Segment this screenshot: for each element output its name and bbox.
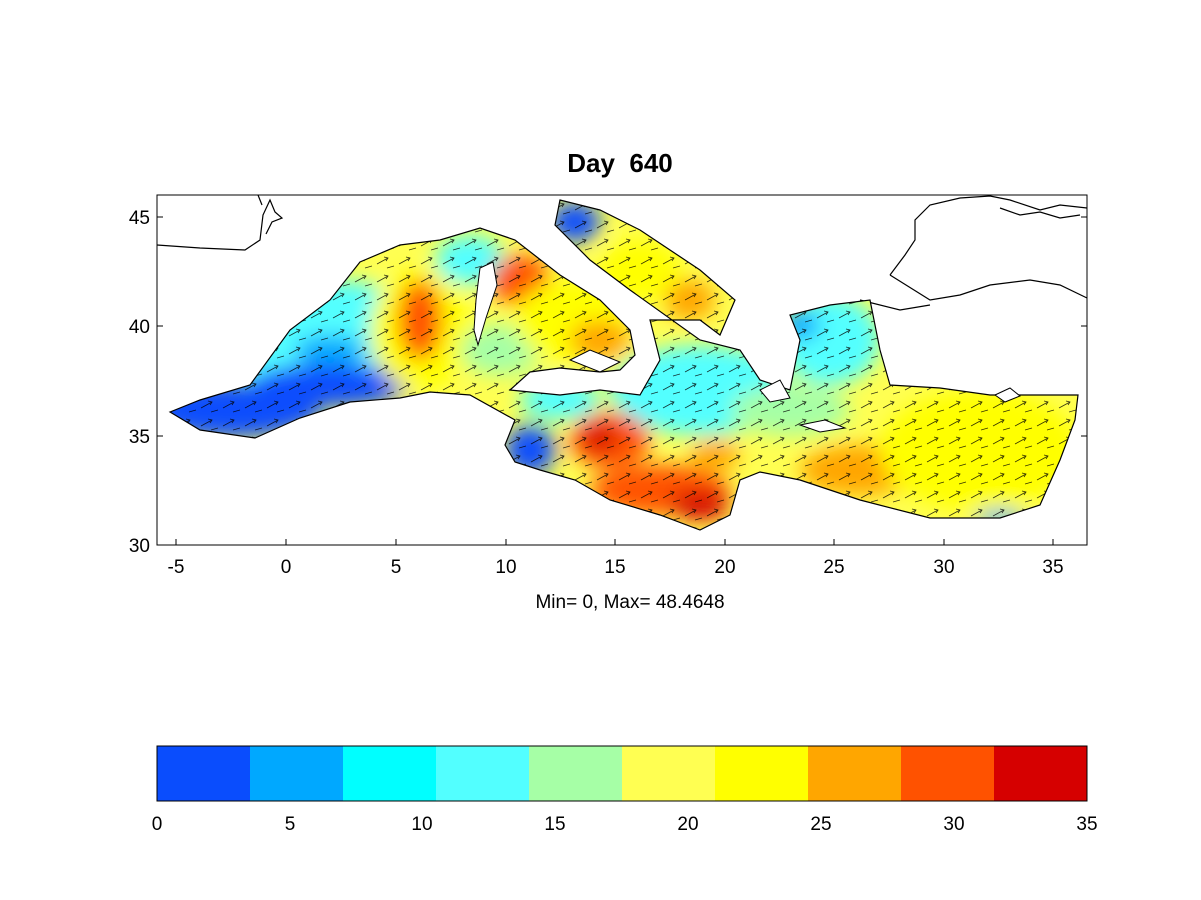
island-crete [798,419,847,433]
x-tick-label: 10 [495,557,516,578]
x-tick-label: 15 [604,557,625,578]
y-axis-ticks: 30 35 40 45 [129,208,150,557]
colorbar-tick-label: 15 [544,814,565,835]
colorbar-tick-label: 10 [411,814,432,835]
coastline-outline [157,195,1087,311]
y-tick-label: 45 [129,208,150,229]
colorbar: 0 5 10 15 20 25 30 35 [152,745,1098,835]
x-tick-label: 20 [714,557,735,578]
colorbar-frame [156,745,1088,802]
x-tick-label: 0 [281,557,292,578]
colorbar-segment [622,746,715,801]
y-tick-label: 40 [129,317,150,338]
colorbar-segment [250,746,343,801]
y-tick-label: 30 [129,536,150,557]
x-tick-label: 5 [391,557,402,578]
colorbar-segment [715,746,808,801]
colorbar-tick-label: 25 [810,814,831,835]
colorbar-tick-label: 0 [152,814,163,835]
x-tick-label: -5 [168,557,185,578]
colorbar-tick-label: 20 [677,814,698,835]
x-tick-label: 25 [823,557,844,578]
x-axis-ticks: -5 0 5 10 15 20 25 30 35 [168,557,1064,578]
colorbar-tick-label: 35 [1076,814,1097,835]
island-corsica-sardinia [473,261,498,347]
x-tick-label: 35 [1042,557,1063,578]
axis-tick-marks [157,216,1087,546]
colorbar-segment [529,746,622,801]
colorbar-segment [808,746,901,801]
colorbar-segment [343,746,436,801]
colorbar-segment [901,746,994,801]
y-tick-label: 35 [129,427,150,448]
colorbar-tick-label: 30 [943,814,964,835]
island-peloponnese [759,379,791,403]
island-sicily [568,349,622,373]
colorbar-segment [157,746,250,801]
x-tick-label: 30 [933,557,954,578]
min-max-label: Min= 0, Max= 48.4648 [535,592,725,613]
plot-title: Day 640 [567,148,673,178]
island-cyprus [994,387,1021,403]
colorbar-segment [436,746,529,801]
colorbar-tick-label: 5 [285,814,296,835]
colorbar-segment [994,746,1087,801]
